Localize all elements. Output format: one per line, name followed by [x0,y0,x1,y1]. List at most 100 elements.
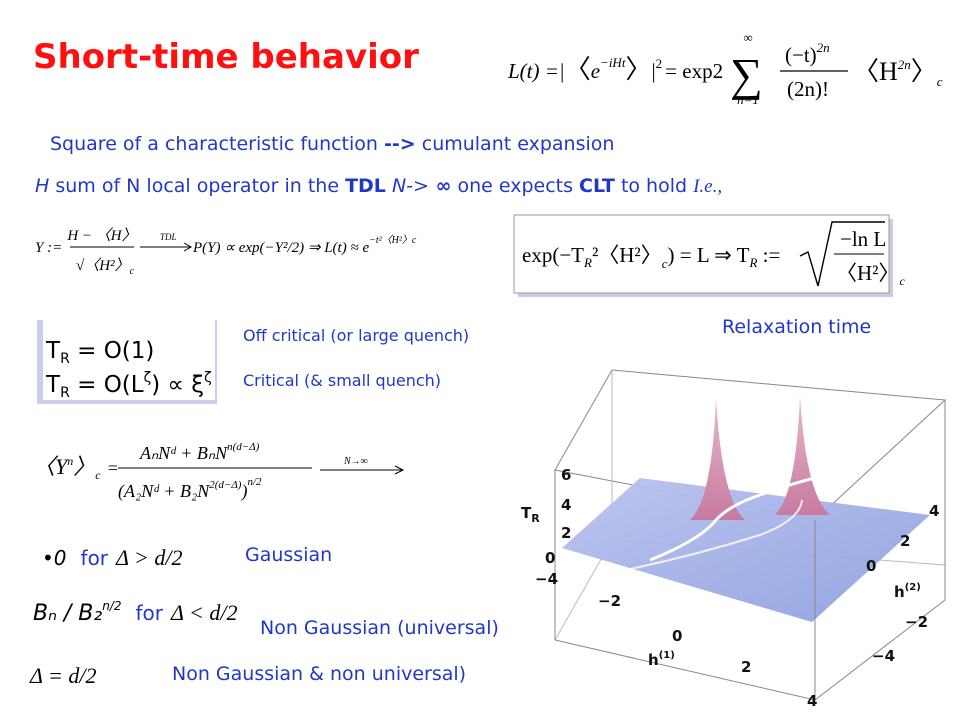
axis-label: T [521,504,532,522]
peak [690,398,745,520]
text-part: sum of N local operator in the [49,175,345,197]
formula-part: 〈H²〉 [836,261,899,285]
formula-part: T [45,372,61,398]
moment: 〈H2n〉c [853,57,943,89]
text-part: --> [384,133,416,155]
formula-part: ) = L ⇒ T [668,243,750,267]
tick-label: −2 [598,592,621,610]
text-part: I.e., [692,176,722,197]
text-part: for [135,601,163,625]
case-value: n/2 [102,599,121,613]
formula-part: TR = O(Lζ) ∝ ξζ [45,370,212,401]
tick-label: −4 [535,570,558,588]
formula-part: AₙNᵈ + BₙNn(d−Δ) [139,441,260,463]
formula-part: (A₂Nᵈ + B₂N2(d−Δ))n/2 [118,476,262,502]
formula-part: ζ [144,370,152,386]
formula-part: T [45,338,61,364]
text-part: to hold [615,175,693,197]
formula-part: √〈H²〉 [76,257,130,274]
line2: H sum of N local operator in the TDL N->… [35,175,722,197]
formula-part: exp(−T [522,243,584,267]
arrow-label: TDL [160,232,177,242]
tick-label: 4 [929,502,939,520]
formula-part: 〈H²〉c [836,261,905,288]
formula-part: R [748,255,757,270]
formula-part: 〈 [565,55,591,84]
formula-part: R [60,385,70,401]
case-value: Bₙ / B₂ [33,601,102,626]
formula-part: n/2 [247,476,262,488]
formula-part: e [591,59,600,83]
loschmidt-formula: L(t) =|〈e−iHt〉|2 = exp2 ∑ ∞ n=1 (−t)2n (2… [507,30,943,107]
label: Critical (& small quench) [243,371,441,390]
formula-part: −iHt [600,55,626,70]
formula-part: := [757,243,780,267]
formula-part: R [583,255,592,270]
box-front [554,400,946,701]
formula-part: = exp2 [665,59,723,83]
tick-label: −2 [905,613,928,631]
arrow-head [183,242,193,252]
formula-part: c [899,274,905,288]
formula-part: n(d−Δ) [227,441,260,453]
tick-label: 4 [561,496,571,514]
formula-part: P(Y) ∝ exp(−Y²/2) ⇒ L(t) ≈ e−t²〈H²〉c [192,234,417,256]
formula-part: (−t) [785,43,817,67]
formula-part: = [107,458,119,478]
formula-part: | [651,59,655,83]
sqrt-sign [799,221,885,287]
surface [562,478,930,622]
formula-part: c [95,468,101,482]
axis-label: h [894,583,905,601]
critical-line [649,468,851,562]
tick-label: 0 [866,557,876,575]
label: Off critical (or large quench) [243,326,469,345]
axis-label: (2) [905,582,921,593]
formula-part: 〈H [853,57,898,86]
formula-part: ) [240,481,247,502]
numerator: (−t)2n [785,40,830,67]
sum-top: ∞ [743,30,752,45]
tick-label: 0 [672,627,682,645]
critical-line [599,499,803,576]
condition: Δ = d/2 [29,663,96,688]
case-label: Non Gaussian (universal) [260,617,499,639]
formula-part: 2(d−Δ) [209,479,242,491]
line1: Square of a characteristic function --> … [50,133,614,155]
tick-label: 2 [561,524,571,542]
formula-part: c [937,74,943,89]
arrow-label: N→∞ [343,456,368,467]
text-part: TDL [345,175,386,197]
formula-part: c [130,266,135,277]
formula-box [513,214,890,294]
formula-part: exp(−TR²〈H²〉c) = L ⇒ TR := [522,243,780,271]
formula-part: −t²〈H²〉c [369,234,417,246]
clt-formula: Y := H − 〈H〉 √〈H²〉c TDL P(Y) ∝ exp(−Y²/2… [35,227,417,277]
formula-part: ζ [204,370,212,386]
case-label: Gaussian [245,544,332,566]
formula-part: TR = O(1) [45,338,154,367]
text-part: cumulant expansion [416,133,615,155]
formula-part: = O(L [70,372,144,398]
tick-label: 2 [900,532,910,550]
text-part: H [35,175,49,197]
formula-part: ) ∝ ξ [151,372,204,398]
formula-part: 〉 [625,55,651,84]
tick-label: 6 [561,466,571,484]
arrow-head [394,465,405,475]
text-part: one expects [451,175,579,197]
text-part: Square of a characteristic function [50,133,384,155]
text-part: N-> [386,175,429,197]
text-part: ∞ [429,175,451,197]
formula-part: c [662,256,668,271]
formula-part: Y := [35,240,62,256]
tick-label: −4 [872,647,895,665]
text-part: CLT [579,175,615,197]
axis-label: (1) [659,650,675,661]
denominator: (2n)! [787,77,829,101]
axis-label: R [531,512,540,525]
case-row: •0 for Δ > d/2 [42,545,183,570]
formula-part: AₙNᵈ + BₙN [139,443,228,463]
text-part: for [81,546,109,570]
condition: Δ < d/2 [170,600,237,625]
